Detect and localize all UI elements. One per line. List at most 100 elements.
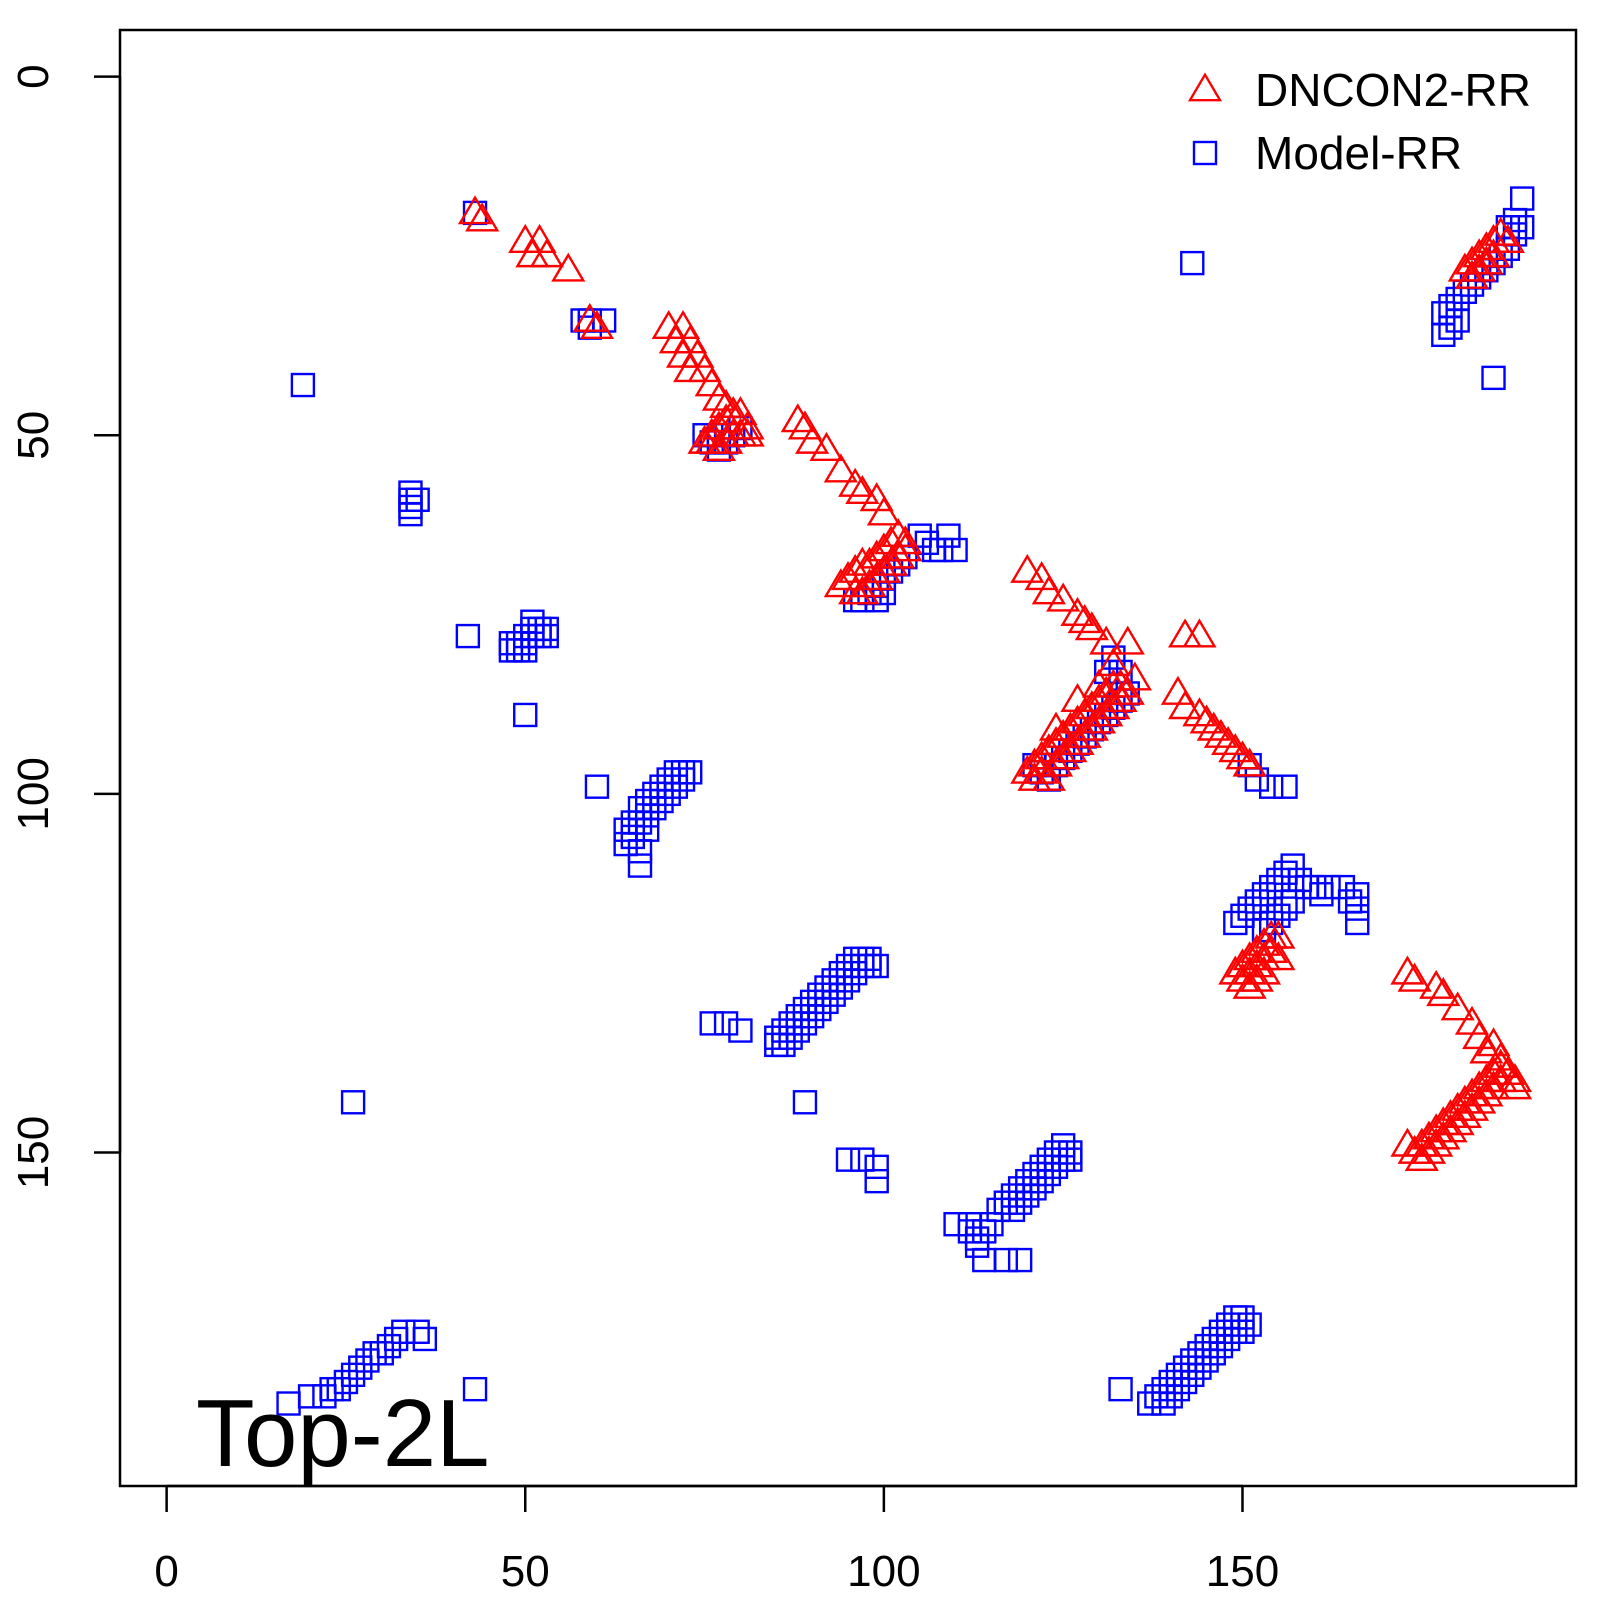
square-point (1237, 1312, 1262, 1337)
triangle-point (701, 381, 736, 411)
triangle-point (1239, 962, 1274, 992)
triangle-point (1404, 1141, 1439, 1172)
square-point (1244, 889, 1270, 914)
triangle-point (1397, 962, 1432, 992)
x-axis: 0 50 100 150 (154, 1484, 1279, 1596)
triangle-point (1390, 955, 1425, 985)
triangle-point (1433, 1113, 1468, 1143)
triangle-point (1469, 245, 1504, 275)
square-point (1438, 315, 1463, 340)
square-point (1481, 365, 1506, 391)
triangle-point (1211, 725, 1246, 756)
square-point (907, 523, 932, 548)
square-point (936, 523, 961, 548)
triangle-point (1440, 991, 1475, 1021)
square-point (1237, 896, 1262, 921)
y-tick-label: 50 (9, 411, 58, 460)
triangle-point (1454, 259, 1490, 289)
square-point (1058, 1140, 1083, 1165)
triangle-point (838, 553, 873, 583)
triangle-point (1469, 231, 1504, 261)
square-point (1258, 774, 1284, 799)
square-point (355, 1348, 380, 1373)
square-point (348, 1355, 373, 1380)
square-point (850, 1147, 875, 1172)
square-point (1230, 1305, 1255, 1330)
square-point (943, 1212, 968, 1237)
triangle-point (866, 553, 901, 583)
square-point (699, 1011, 724, 1036)
triangle-point (1419, 969, 1454, 999)
square-point (792, 1090, 818, 1115)
triangle-point (823, 453, 858, 483)
triangle-point (852, 568, 887, 598)
square-point (1187, 1355, 1212, 1380)
triangle-point (1239, 948, 1274, 978)
square-point (713, 1011, 739, 1036)
y-tick-label: 100 (9, 757, 58, 830)
square-point (1345, 896, 1370, 921)
triangle-point (579, 309, 615, 340)
triangle-point (1447, 1098, 1482, 1129)
triangle-point (1419, 1127, 1454, 1157)
square-point (1445, 308, 1470, 333)
x-tick-label: 150 (1206, 1547, 1279, 1596)
triangle-point (1246, 926, 1282, 956)
square-point (1180, 250, 1205, 276)
square-point (1151, 1391, 1176, 1416)
data-points (276, 186, 1535, 1416)
legend-label: Model-RR (1255, 127, 1462, 179)
square-point (455, 623, 481, 649)
triangle-point (708, 388, 744, 418)
y-tick-label: 0 (9, 64, 58, 88)
square-point (835, 1147, 861, 1172)
square-point (276, 1391, 301, 1416)
square-point (383, 1326, 409, 1352)
triangle-point (465, 202, 500, 232)
square-point (1158, 1384, 1183, 1409)
square-point (340, 1090, 366, 1115)
x-tick-label: 0 (154, 1547, 178, 1596)
square-point (362, 1341, 387, 1366)
triangle-point (795, 424, 830, 454)
triangle-point (1483, 216, 1518, 246)
triangle-point (1067, 604, 1102, 634)
triangle-point (1411, 1134, 1447, 1164)
triangle-point (1203, 718, 1239, 748)
square-point (534, 623, 559, 649)
triangle-point (1096, 647, 1131, 677)
triangle-point (1110, 625, 1145, 655)
triangle-point (1189, 704, 1224, 734)
triangle-point (1038, 711, 1074, 741)
triangle-point (457, 195, 493, 225)
square-point (1431, 322, 1456, 348)
triangle-point (1053, 733, 1088, 763)
square-point (405, 487, 430, 512)
triangle-point (1261, 941, 1296, 971)
triangle-point (809, 431, 844, 461)
square-point (376, 1333, 402, 1359)
square-point (864, 953, 889, 979)
triangle-point (1168, 690, 1203, 720)
triangle-point (859, 561, 894, 591)
square-point (1165, 1376, 1191, 1402)
triangle-point (1089, 697, 1124, 727)
square-point (333, 1369, 359, 1395)
square-point (1043, 1154, 1069, 1180)
square-point (864, 1168, 889, 1194)
triangle-point (1074, 711, 1109, 741)
triangle-point (1225, 740, 1260, 770)
triangle-point (873, 546, 909, 576)
triangle-point (701, 431, 736, 461)
triangle-point (529, 238, 564, 268)
triangle-point (1426, 1120, 1461, 1150)
triangle-point (1196, 711, 1231, 741)
series-triangle-points (457, 195, 1533, 1172)
square-point (1330, 874, 1356, 900)
triangle-point (1476, 238, 1511, 268)
square-point (513, 702, 538, 728)
legend-square-marker (1192, 140, 1218, 166)
triangle-point (1060, 596, 1095, 626)
